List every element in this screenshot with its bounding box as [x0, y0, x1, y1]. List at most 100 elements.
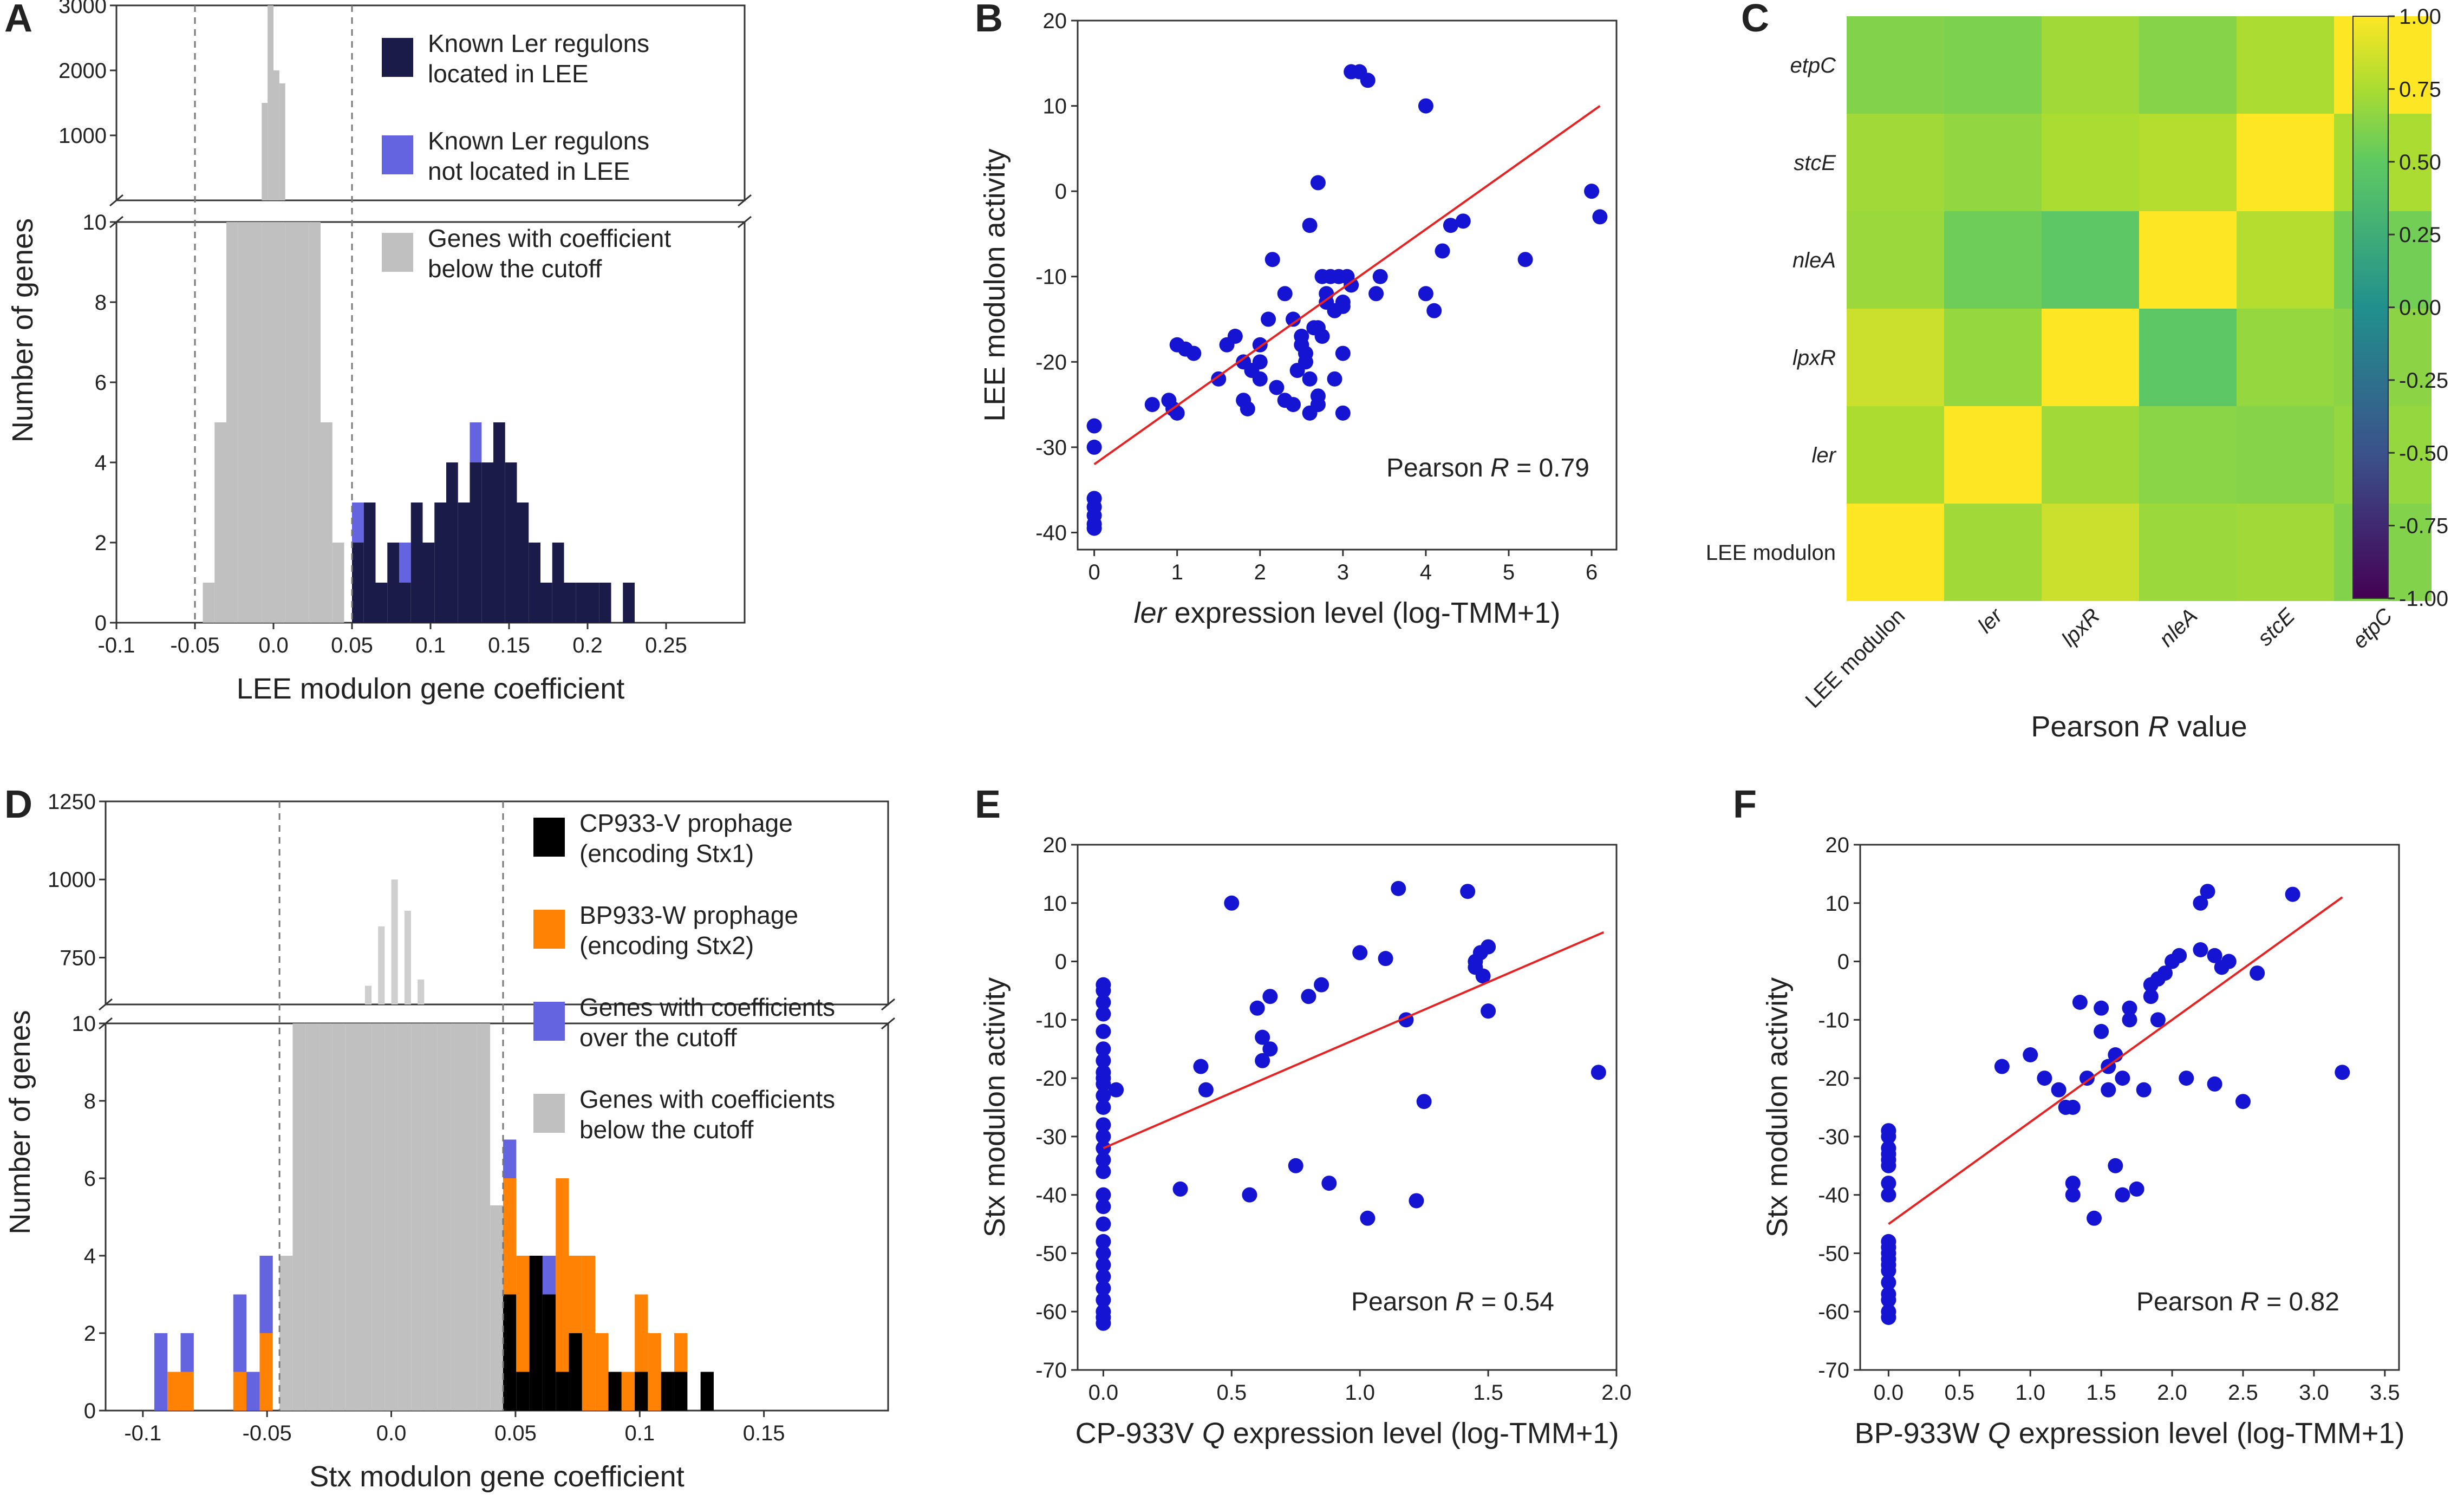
scatter-point — [2200, 884, 2215, 899]
x-axis-label-rest: value — [2169, 710, 2247, 743]
black-bar — [516, 1372, 530, 1411]
scatter-point — [1096, 1234, 1111, 1249]
navy-bar — [352, 543, 364, 623]
panel-label: C — [1741, 0, 1769, 40]
scatter-point — [1086, 520, 1102, 536]
heatmap-cell — [1944, 504, 2042, 601]
heatmap-cell — [2237, 309, 2334, 406]
violet-bar — [399, 543, 411, 583]
axis-break-mark — [881, 998, 895, 1011]
scatter-point — [1096, 983, 1111, 999]
x-tick-label: 3.0 — [2299, 1381, 2329, 1405]
scatter-point — [2037, 1071, 2052, 1086]
legend-label-line2: below the cutoff — [579, 1115, 754, 1144]
scatter-point — [1262, 1041, 1278, 1057]
x-tick-label: 1.5 — [1473, 1381, 1503, 1405]
gray-bar — [297, 222, 309, 623]
top-gray-bar — [364, 986, 372, 1004]
legend-label: Genes with coefficient — [428, 224, 671, 252]
violet-bar — [154, 1333, 168, 1411]
x-axis-label-rest: expression level (log-TMM+1) — [1225, 1417, 1619, 1450]
legend-label: Known Ler regulons — [428, 127, 649, 155]
scatter-point — [1517, 252, 1533, 267]
scatter-point — [1096, 1269, 1111, 1284]
gray-bar — [262, 222, 273, 623]
y-tick-label: 2000 — [58, 59, 107, 83]
scatter-point — [1378, 951, 1393, 967]
heatmap-cell — [2237, 406, 2334, 504]
scatter-point — [1096, 1245, 1111, 1261]
scatter-point — [1881, 1310, 1896, 1325]
y-axis-label: Number of genes — [4, 1010, 36, 1234]
y-tick-label: -70 — [1035, 1359, 1067, 1382]
navy-bar — [517, 502, 529, 623]
scatter-point — [1172, 1181, 1188, 1197]
colorbar-tick-label: 0.75 — [2399, 77, 2441, 101]
scatter-point — [1443, 218, 1458, 233]
scatter-point — [1310, 175, 1326, 191]
scatter-point — [1255, 1053, 1270, 1068]
pearson-annotation-symbol: R — [1455, 1288, 1474, 1316]
scatter-point — [2207, 948, 2222, 963]
pearson-annotation-value: = 0.54 — [1474, 1288, 1554, 1316]
colorbar-tick-label: 1.00 — [2399, 5, 2441, 29]
top-gray-bar — [279, 83, 285, 200]
y-tick-label: 0 — [1055, 950, 1067, 974]
heatmap-col-label: nleA — [2155, 604, 2202, 651]
x-tick-label: 0.0 — [1088, 1381, 1119, 1405]
top-gray-bar — [268, 5, 273, 200]
y-tick-label: -40 — [1035, 1184, 1067, 1208]
gray-bar — [321, 422, 333, 623]
navy-bar — [576, 583, 588, 623]
scatter-point — [1314, 269, 1330, 284]
scatter-point — [1302, 371, 1318, 387]
pearson-annotation: Pearson R = 0.79 — [1386, 454, 1589, 482]
scatter-point — [1096, 1216, 1111, 1232]
legend-label-line2: located in LEE — [428, 60, 589, 88]
top-axes-frame — [115, 4, 746, 201]
scatter-point — [2108, 1158, 2123, 1173]
x-tick-label: 5 — [1503, 560, 1515, 584]
scatter-point — [2122, 1000, 2137, 1016]
scatter-point — [1277, 286, 1293, 302]
panel-f: F 0.0 0.5 1.0 1.5 2.0 2.5 3.0 3.5 -70 -60 -50 -40 -30… — [1733, 783, 2404, 1450]
scatter-point — [1096, 1164, 1111, 1179]
black-bar — [569, 1333, 582, 1411]
scatter-point — [1249, 1000, 1265, 1016]
panel-d: D -0.1 -0.05 0.0 0.05 0.1 0.15 0 2 4 6 8 10 750 1000 12… — [4, 783, 895, 1493]
heatmap-cell — [2237, 16, 2334, 114]
y-tick-label: -10 — [1035, 265, 1067, 289]
x-tick-label: 0.1 — [415, 634, 446, 657]
top-gray-bar — [273, 70, 279, 200]
x-axis-label-italic: ler — [1134, 597, 1168, 629]
y-tick-label: 10 — [1826, 892, 1850, 916]
heatmap-cell — [2042, 16, 2139, 114]
legend-swatch — [382, 135, 413, 174]
black-bar — [661, 1372, 675, 1411]
scatter-point — [1252, 354, 1268, 370]
black-bar — [700, 1372, 714, 1411]
scatter-point — [1096, 1023, 1111, 1039]
gray-bar — [279, 1256, 293, 1411]
heatmap-col-label: etpC — [2348, 603, 2398, 653]
legend-swatch — [533, 1094, 565, 1133]
y-tick-label: -50 — [1818, 1242, 1849, 1265]
scatter-point — [2179, 1071, 2194, 1086]
y-tick-label: -10 — [1818, 1008, 1849, 1032]
y-tick-label: 0 — [1837, 950, 1849, 974]
scatter-point — [2250, 965, 2265, 981]
x-tick-label: 1 — [1171, 560, 1183, 584]
y-tick-label: 10 — [1043, 95, 1067, 119]
legend-label-line2: below the cutoff — [428, 254, 602, 283]
x-tick-label: 0.0 — [376, 1421, 407, 1445]
orange-bar — [674, 1333, 688, 1372]
y-tick-label: 1000 — [48, 868, 96, 892]
pearson-annotation-value: = 0.79 — [1509, 454, 1589, 482]
heatmap-cell — [1847, 406, 1944, 504]
scatter-point — [2094, 1000, 2109, 1016]
violet-bar — [503, 1139, 517, 1178]
navy-bar — [387, 543, 399, 623]
black-bar — [674, 1372, 688, 1411]
